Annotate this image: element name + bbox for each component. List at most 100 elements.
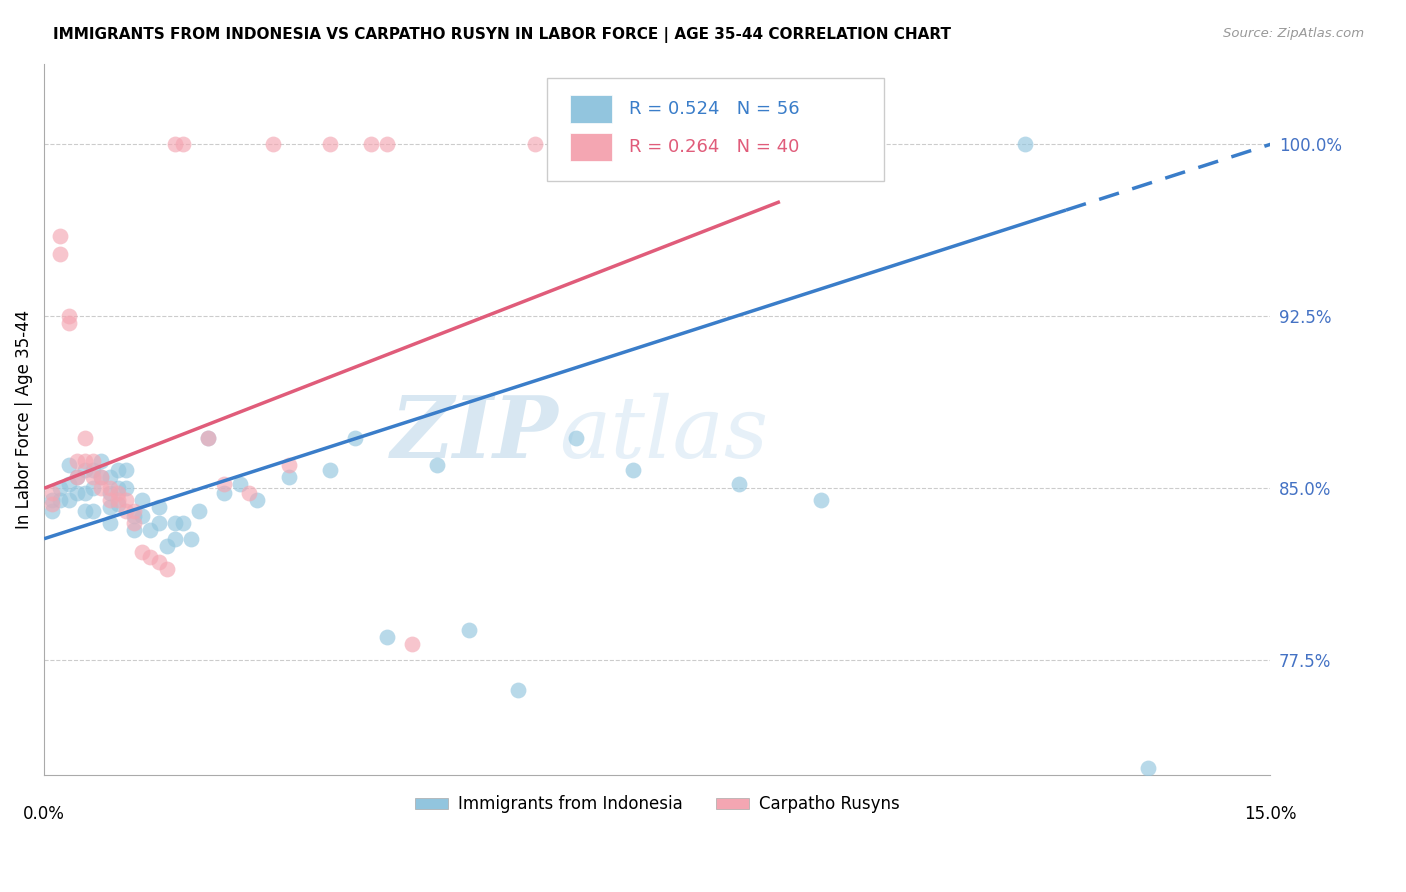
Point [278,470,301,484]
Point [66,454,89,468]
Point [212,486,235,500]
Point [98,516,121,530]
Point [621,463,644,477]
Point [425,458,447,473]
Point [58,458,80,473]
Point [343,431,366,445]
FancyBboxPatch shape [571,133,612,161]
Point [107,497,129,511]
Point [107,481,129,495]
Point [131,508,153,523]
Point [163,532,186,546]
Point [401,637,423,651]
Point [156,561,179,575]
Point [49,481,72,495]
Point [728,476,751,491]
Point [58,492,80,507]
Point [508,683,530,698]
Point [41,486,63,500]
Point [41,497,63,511]
Point [82,463,104,477]
Legend: Immigrants from Indonesia, Carpatho Rusyns: Immigrants from Indonesia, Carpatho Rusy… [408,789,907,820]
Text: 0.0%: 0.0% [22,805,65,823]
Text: R = 0.524   N = 56: R = 0.524 N = 56 [628,100,800,118]
Point [73,486,96,500]
Point [82,470,104,484]
Point [107,463,129,477]
Point [377,137,399,152]
FancyBboxPatch shape [571,95,612,123]
Point [246,492,269,507]
Text: 15.0%: 15.0% [1244,805,1296,823]
Point [172,137,194,152]
Point [188,504,211,518]
Text: R = 0.264   N = 40: R = 0.264 N = 40 [628,138,800,156]
Point [66,470,89,484]
Point [58,316,80,330]
Text: IMMIGRANTS FROM INDONESIA VS CARPATHO RUSYN IN LABOR FORCE | AGE 35-44 CORRELATI: IMMIGRANTS FROM INDONESIA VS CARPATHO RU… [53,27,952,43]
Point [131,492,153,507]
Point [319,463,342,477]
Text: ZIP: ZIP [391,392,560,475]
Point [319,137,342,152]
Point [238,486,260,500]
Point [458,624,481,638]
Point [90,481,112,495]
Point [73,463,96,477]
Point [115,492,138,507]
Y-axis label: In Labor Force | Age 35-44: In Labor Force | Age 35-44 [15,310,32,529]
Point [90,470,112,484]
Point [82,454,104,468]
Point [107,492,129,507]
Point [197,431,219,445]
Point [98,500,121,514]
Point [139,523,162,537]
Point [90,454,112,468]
Point [49,492,72,507]
Point [98,481,121,495]
Point [156,539,179,553]
Point [49,229,72,244]
Point [229,476,252,491]
Text: atlas: atlas [560,392,768,475]
Point [41,504,63,518]
Point [122,523,145,537]
Point [360,137,382,152]
Point [810,492,832,507]
Point [377,631,399,645]
Point [262,137,284,152]
Point [66,470,89,484]
Point [163,516,186,530]
FancyBboxPatch shape [547,78,884,181]
Point [73,504,96,518]
Point [58,310,80,324]
Point [115,481,138,495]
Point [122,508,145,523]
Point [41,492,63,507]
Point [1014,137,1036,152]
Point [107,486,129,500]
Point [122,504,145,518]
Point [148,516,170,530]
Point [172,516,194,530]
Point [58,476,80,491]
Text: Source: ZipAtlas.com: Source: ZipAtlas.com [1223,27,1364,40]
Point [66,486,89,500]
Point [73,431,96,445]
Point [82,481,104,495]
Point [278,458,301,473]
Point [82,504,104,518]
Point [139,550,162,565]
Point [148,500,170,514]
Point [605,137,627,152]
Point [180,532,202,546]
Point [122,516,145,530]
Point [90,470,112,484]
Point [688,137,710,152]
Point [148,555,170,569]
Point [98,492,121,507]
Point [73,454,96,468]
Point [212,476,235,491]
Point [98,470,121,484]
Point [1136,761,1159,775]
